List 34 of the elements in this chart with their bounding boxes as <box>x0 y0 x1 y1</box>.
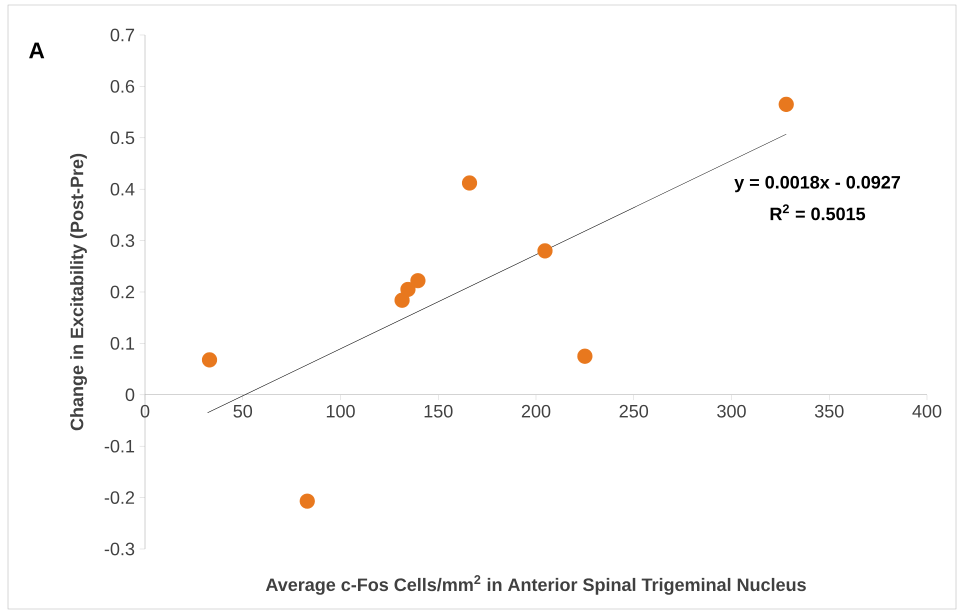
y-tick-label: 0.1 <box>110 337 134 350</box>
y-tick-label: 0.6 <box>110 80 134 93</box>
y-tick-label: 0.5 <box>110 131 134 144</box>
y-tick-label: -0.2 <box>104 491 134 504</box>
point <box>537 243 553 258</box>
x-axis-title: Average c-Fos Cells/mm$^{2}$ in Anterior Spinal Trigeminal Nucleus <box>266 575 806 595</box>
x-tick-label: 150 <box>424 404 453 418</box>
y-tick-label: 0.7 <box>110 28 134 42</box>
annotation: y = 0.0018x - 0.0927 <box>734 176 900 192</box>
x-tick-label: 400 <box>912 404 942 418</box>
point <box>394 292 410 308</box>
x-tick-label: 350 <box>814 404 844 418</box>
point <box>778 96 794 112</box>
x-tick-label: 300 <box>717 404 746 418</box>
y-tick-label: -0.3 <box>104 542 134 556</box>
x-tick-label: 50 <box>233 404 252 418</box>
y-tick-label: -0.1 <box>104 440 134 453</box>
point <box>300 494 315 509</box>
point <box>410 273 426 288</box>
y-tick-label: 0.2 <box>110 286 134 298</box>
annotation: R$^{2}$ = 0.5015 <box>770 204 866 220</box>
y-tick-label: 0 <box>126 388 134 402</box>
point <box>577 348 592 364</box>
x-tick-label: 100 <box>326 404 355 418</box>
point <box>462 175 478 191</box>
y-axis-title: Change in Excitability (Post-Pre) <box>70 154 87 430</box>
y-tick-label: 0.4 <box>110 182 134 196</box>
point <box>400 282 416 298</box>
point <box>202 352 218 368</box>
x-tick-label: 0 <box>140 404 150 418</box>
text: A <box>29 42 44 58</box>
x-tick-label: 200 <box>522 404 550 418</box>
y-tick-label: 0.3 <box>110 234 134 247</box>
x-tick-label: 250 <box>620 404 648 418</box>
